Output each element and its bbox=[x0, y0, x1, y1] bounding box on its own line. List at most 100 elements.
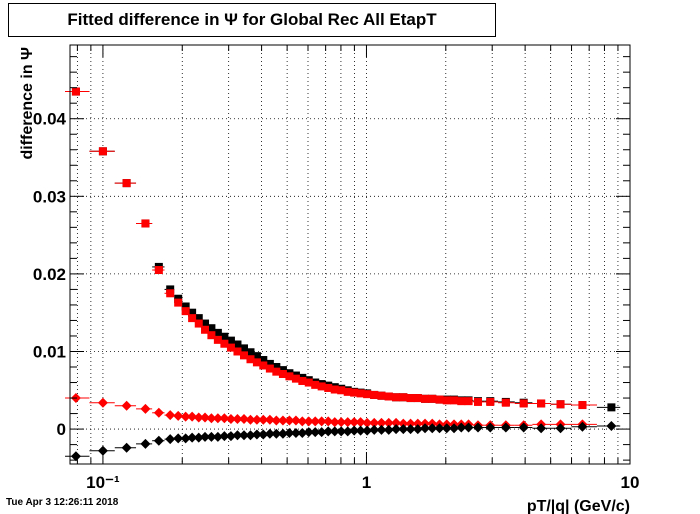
x-axis-title: pT/|q| (GeV/c) bbox=[527, 498, 630, 514]
data-point bbox=[336, 426, 347, 437]
y-tick-label: 0 bbox=[57, 420, 66, 439]
data-point bbox=[290, 415, 301, 426]
data-point bbox=[607, 403, 616, 412]
data-point bbox=[457, 397, 466, 406]
y-tick-label: 0.01 bbox=[33, 342, 66, 361]
data-point bbox=[187, 432, 198, 443]
data-point bbox=[193, 432, 204, 443]
data-series bbox=[65, 420, 621, 462]
data-point bbox=[398, 424, 409, 435]
data-point bbox=[201, 325, 210, 334]
x-tick-label: 1 bbox=[362, 473, 371, 492]
data-point bbox=[251, 414, 262, 425]
data-point bbox=[316, 416, 327, 427]
data-point bbox=[324, 383, 333, 392]
data-point bbox=[200, 412, 211, 423]
y-axis-title: difference in Ψ bbox=[19, 47, 36, 160]
data-point bbox=[140, 438, 151, 449]
data-point bbox=[556, 400, 565, 409]
data-point bbox=[165, 410, 176, 421]
data-point bbox=[154, 266, 163, 275]
data-point bbox=[174, 298, 183, 307]
data-point bbox=[233, 347, 242, 356]
data-point bbox=[337, 386, 346, 395]
data-point bbox=[577, 421, 588, 432]
data-point bbox=[278, 369, 287, 378]
data-point bbox=[536, 423, 547, 434]
data-point bbox=[343, 387, 352, 396]
data-point bbox=[473, 422, 484, 433]
data-point bbox=[284, 427, 295, 438]
data-point bbox=[232, 430, 243, 441]
data-point bbox=[392, 393, 401, 402]
data-series bbox=[65, 393, 597, 431]
data-point bbox=[220, 332, 229, 341]
data-point bbox=[450, 396, 459, 405]
data-point bbox=[310, 416, 321, 427]
data-point bbox=[193, 412, 204, 423]
data-point bbox=[252, 352, 261, 361]
data-point bbox=[121, 400, 132, 411]
data-point bbox=[258, 429, 269, 440]
data-point bbox=[355, 425, 366, 436]
data-point bbox=[391, 424, 402, 435]
chart-title: Fitted difference in Ψ for Global Rec Al… bbox=[67, 10, 437, 29]
data-point bbox=[434, 423, 445, 434]
data-point bbox=[518, 422, 529, 433]
data-point bbox=[246, 348, 255, 357]
data-point bbox=[500, 422, 511, 433]
y-tick-label: 0.04 bbox=[33, 110, 67, 129]
data-series bbox=[65, 87, 621, 412]
data-point bbox=[213, 328, 222, 337]
data-point bbox=[383, 417, 394, 428]
data-point bbox=[486, 397, 495, 406]
data-point bbox=[71, 87, 80, 96]
data-point bbox=[259, 361, 268, 370]
data-point bbox=[265, 359, 274, 368]
data-point bbox=[420, 423, 431, 434]
data-point bbox=[329, 417, 340, 428]
data-point bbox=[165, 434, 176, 445]
data-point bbox=[399, 393, 408, 402]
data-point bbox=[180, 433, 191, 444]
data-point bbox=[342, 417, 353, 428]
data-point bbox=[310, 427, 321, 438]
data-point bbox=[97, 397, 108, 408]
data-point bbox=[264, 414, 275, 425]
data-point bbox=[369, 417, 380, 428]
data-point bbox=[226, 336, 235, 345]
data-point bbox=[188, 308, 197, 317]
data-point bbox=[406, 394, 415, 403]
data-point bbox=[303, 427, 314, 438]
data-point bbox=[277, 428, 288, 439]
data-point bbox=[206, 413, 217, 424]
data-point bbox=[272, 363, 281, 372]
data-point bbox=[70, 451, 81, 462]
data-point bbox=[238, 430, 249, 441]
data-point bbox=[428, 394, 437, 403]
data-point bbox=[246, 355, 255, 364]
data-point bbox=[412, 418, 423, 429]
data-point bbox=[140, 403, 151, 414]
data-point bbox=[412, 424, 423, 435]
data-point bbox=[284, 415, 295, 426]
data-point bbox=[97, 445, 108, 456]
data-point bbox=[441, 423, 452, 434]
data-point bbox=[297, 416, 308, 427]
data-point bbox=[233, 340, 242, 349]
data-point bbox=[449, 423, 460, 434]
data-point bbox=[537, 399, 546, 408]
data-point bbox=[271, 428, 282, 439]
chart-title-box: Fitted difference in Ψ for Global Rec Al… bbox=[8, 3, 496, 37]
data-point bbox=[207, 331, 216, 340]
data-point bbox=[213, 335, 222, 344]
data-point bbox=[349, 425, 360, 436]
data-point bbox=[311, 380, 320, 389]
data-point bbox=[121, 442, 132, 453]
x-tick-label: 10 bbox=[621, 473, 640, 492]
data-point bbox=[405, 424, 416, 435]
data-point bbox=[463, 422, 474, 433]
data-point bbox=[383, 424, 394, 435]
data-point bbox=[238, 413, 249, 424]
data-point bbox=[180, 411, 191, 422]
